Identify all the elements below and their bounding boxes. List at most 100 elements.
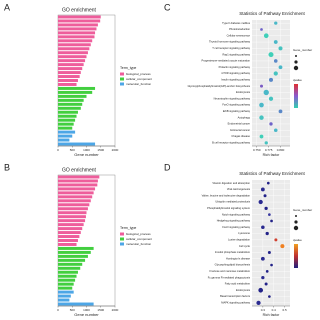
point	[260, 187, 265, 192]
y-tick-label: Huntington's disease	[226, 256, 251, 260]
legend-size	[295, 215, 297, 217]
legend-swatch	[120, 237, 124, 241]
point	[273, 71, 278, 76]
bar	[58, 82, 77, 86]
point	[270, 219, 273, 223]
legend-title: Term_type	[120, 226, 136, 230]
bar	[58, 183, 98, 187]
bar	[58, 211, 87, 215]
y-tick-label: Ubiquitin mediated proteolysis	[215, 200, 250, 204]
legend-swatch	[120, 82, 124, 86]
legend-size	[294, 220, 298, 224]
legend-title: qvalue	[293, 238, 302, 242]
bar	[58, 31, 96, 35]
x-tick-label: 0.5	[282, 308, 287, 312]
y-tick-label: Basal transcription factors	[220, 294, 251, 298]
point	[263, 89, 269, 96]
bar	[58, 79, 78, 82]
point	[268, 77, 274, 82]
x-tick-label: 1000	[83, 308, 90, 312]
bar	[58, 110, 78, 114]
x-tick-label: 0.4	[272, 308, 277, 312]
x-tick-label: 0.750	[253, 148, 261, 152]
point	[265, 231, 269, 236]
y-tick-label: Autophagy	[238, 115, 251, 119]
plot-frame	[252, 20, 290, 146]
y-tick-label: Neurotrophin signaling pathway	[214, 96, 251, 100]
x-tick-label: 0.775	[265, 148, 273, 152]
bar	[58, 223, 84, 227]
y-tick-label: T cell receptor signaling pathway	[212, 46, 250, 50]
panel-label: D	[164, 162, 171, 172]
point	[273, 128, 278, 133]
point	[259, 102, 264, 108]
y-tick-label: Insulin signaling pathway	[221, 78, 251, 82]
bar	[58, 286, 73, 290]
y-tick-label: Vitamin digestion and absorption	[212, 181, 250, 185]
legend-swatch	[120, 72, 124, 76]
point	[270, 263, 273, 267]
x-tick-label: 2000	[112, 148, 119, 152]
x-tick-label: 2000	[112, 308, 119, 312]
bar	[58, 235, 80, 239]
point	[265, 270, 269, 273]
point	[278, 65, 283, 70]
y-tick-label: Progesterone-mediated oocyte maturation	[202, 59, 251, 63]
colorbar	[294, 244, 298, 268]
y-tick-label: Colorectal cancer	[230, 128, 250, 132]
point	[274, 238, 278, 242]
legend-size	[294, 60, 298, 64]
bar	[58, 106, 81, 110]
bar	[58, 250, 91, 254]
point	[263, 33, 269, 39]
bar	[58, 142, 96, 146]
point	[278, 46, 283, 51]
bar	[58, 86, 96, 90]
point	[264, 206, 268, 210]
legend-title: Gene_number	[293, 208, 312, 212]
bar	[58, 134, 73, 138]
point	[268, 52, 274, 58]
x-tick-label: 1500	[97, 148, 104, 152]
bar	[58, 90, 93, 94]
bar	[58, 239, 78, 242]
bar	[58, 130, 76, 134]
x-axis-label: Rich factor	[263, 153, 281, 157]
y-tick-label: Glycosylphosphatidylinositol(GPI)-anchor…	[188, 84, 251, 88]
bar	[58, 246, 94, 250]
x-axis-label: Rich factor	[263, 313, 281, 317]
chart-title: Statistics of Pathway Enrichment	[239, 171, 305, 176]
y-tick-label: ErbB signaling pathway	[223, 109, 251, 113]
bar	[58, 262, 83, 266]
point	[258, 287, 264, 293]
y-tick-label: Endometrial cancer	[228, 122, 250, 126]
panel-label: B	[4, 162, 10, 172]
point	[256, 300, 261, 305]
point	[259, 134, 264, 139]
legend-label: biological_process	[126, 72, 151, 76]
legend-label: cellular_component	[126, 77, 152, 81]
bar	[58, 195, 93, 199]
bar	[58, 242, 77, 246]
bar	[58, 282, 74, 286]
y-tick-label: Cellular senescence	[227, 33, 251, 37]
y-tick-label: FoxO signaling pathway	[222, 103, 250, 107]
colorbar	[294, 84, 298, 108]
y-tick-label: Valine, leucine and isoleucine degradati…	[202, 193, 251, 197]
y-tick-label: FoxO signaling pathway	[222, 225, 250, 229]
y-tick-label: Phosphatidylinositol signaling system	[207, 206, 250, 210]
y-tick-label: Chagas disease	[231, 134, 250, 138]
bar	[58, 298, 70, 302]
x-tick-label: 0.800	[277, 148, 285, 152]
legend-label: cellular_component	[126, 237, 152, 241]
bar	[58, 270, 78, 274]
x-tick-label: 0.3	[261, 308, 266, 312]
bar	[58, 126, 73, 130]
bar	[58, 191, 94, 195]
bar	[58, 27, 97, 31]
y-tick-label: Lysosome	[238, 231, 250, 235]
chart-title: Statistics of Pathway Enrichment	[239, 11, 305, 16]
panel-label: C	[164, 2, 171, 12]
y-tick-label: B cell receptor signaling pathway	[212, 141, 251, 145]
y-tick-label: Thyroid hormone signaling pathway	[209, 40, 251, 44]
